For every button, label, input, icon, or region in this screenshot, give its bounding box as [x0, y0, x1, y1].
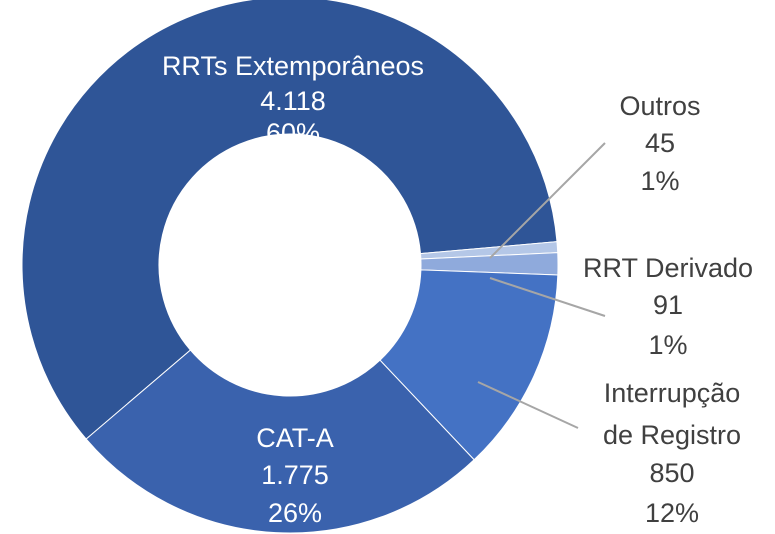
leader-line: [477, 381, 579, 429]
value-label: 91: [653, 290, 683, 320]
category-label: RRTs Extemporâneos: [162, 51, 424, 81]
category-label: RRT Derivado: [583, 253, 753, 283]
percent-label: 26%: [268, 498, 322, 528]
category-label: Outros: [619, 91, 700, 121]
percent-label: 60%: [266, 118, 320, 148]
label-line: Interrupção: [604, 378, 741, 408]
value-label: 850: [649, 458, 694, 488]
donut-slice: [85, 349, 475, 534]
percent-label: 12%: [645, 498, 699, 528]
value-label: 4.118: [260, 86, 326, 116]
category-label: Interrupção de Registro: [603, 378, 741, 450]
percent-label: 1%: [648, 330, 687, 360]
category-label: CAT-A: [256, 423, 334, 453]
value-label: 45: [645, 128, 675, 158]
leader-line: [489, 277, 606, 317]
percent-label: 1%: [640, 166, 679, 196]
label-line: de Registro: [603, 420, 741, 450]
value-label: 1.775: [261, 460, 329, 490]
leader-line: [489, 142, 606, 259]
donut-slice: [379, 269, 559, 461]
donut-slice: [21, 0, 558, 440]
